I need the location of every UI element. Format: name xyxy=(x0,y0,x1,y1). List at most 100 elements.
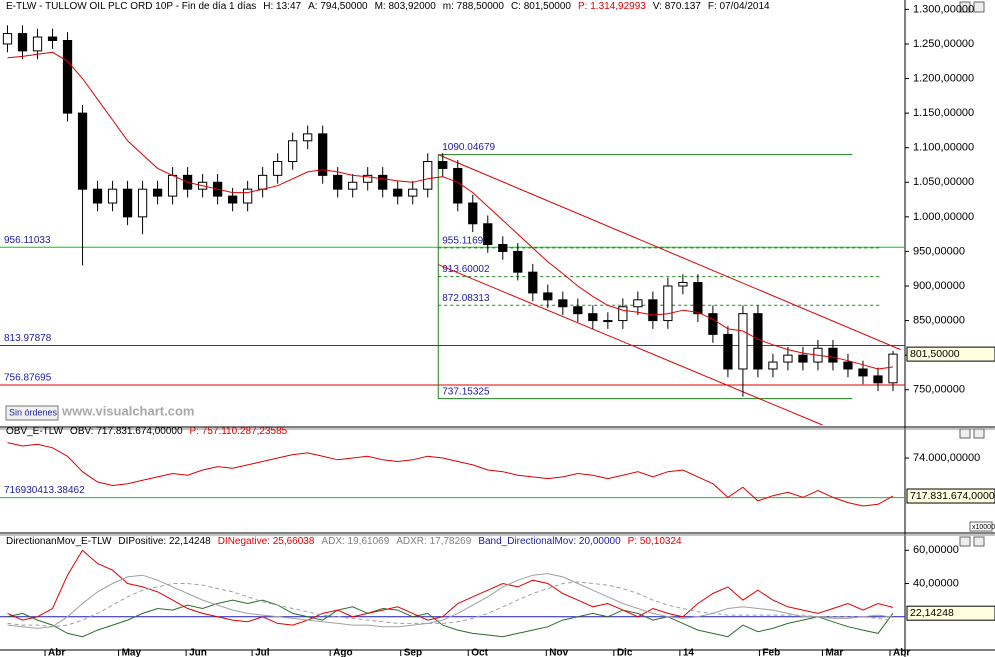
level-label: 716930413.38462 xyxy=(4,485,85,496)
header-item: P: 50,10324 xyxy=(628,536,682,547)
last-value-label: 801,50000 xyxy=(910,348,960,360)
header-item: V: 870.137 xyxy=(653,1,701,12)
x-tick-label: Nov xyxy=(549,648,568,657)
y-tick-label: 850,00000 xyxy=(913,314,965,326)
candle-body xyxy=(438,161,448,169)
header-item: OBV: 717.831.674,00000 xyxy=(70,426,183,437)
header-item: ADX: 19,61069 xyxy=(321,536,389,547)
y-tick-label: 1.050,00000 xyxy=(913,176,974,188)
candle-body xyxy=(468,202,478,225)
header-item: H: 13:47 xyxy=(263,1,301,12)
candle-body xyxy=(723,333,733,370)
series-line xyxy=(7,581,894,628)
x-tick-label: May xyxy=(122,648,142,657)
candle-body xyxy=(543,292,553,301)
y-tick-label: 40,00000 xyxy=(913,577,959,589)
panel-button[interactable] xyxy=(973,536,985,547)
candle-body xyxy=(167,174,178,197)
x-tick-label: Ago xyxy=(333,648,352,657)
header-item: P: 757.110.287,23585 xyxy=(190,426,288,437)
level-label: 756.87695 xyxy=(4,373,52,384)
candle-body xyxy=(137,188,148,218)
level-label: 872.08313 xyxy=(442,293,490,304)
candle-body xyxy=(62,40,73,114)
candle-body xyxy=(573,306,583,315)
candle-body xyxy=(843,361,853,370)
candle-body xyxy=(768,361,778,370)
x-tick-label: Abr xyxy=(48,648,65,657)
last-value-box xyxy=(906,605,995,621)
candle-body xyxy=(152,188,163,197)
panel-button[interactable] xyxy=(973,428,985,439)
series-line xyxy=(7,549,894,626)
candle-body xyxy=(17,33,28,52)
x-tick-label: 14 xyxy=(683,648,695,657)
candle-body xyxy=(528,271,538,294)
x-tick-label: Mar xyxy=(825,648,843,657)
candle-body xyxy=(648,299,658,322)
candle-body xyxy=(858,368,868,377)
level-label: 955.11690 xyxy=(442,236,489,247)
candle-body xyxy=(483,223,493,246)
level-label: 956.11033 xyxy=(4,235,51,246)
level-label: 737.15325 xyxy=(442,386,490,397)
candle-body xyxy=(888,353,898,384)
y-tick-label: 950,00000 xyxy=(913,245,965,257)
candle-body xyxy=(678,282,688,287)
x-tick-label: Oct xyxy=(471,648,488,657)
candle-body xyxy=(92,188,103,204)
header-item: F: 07/04/2014 xyxy=(708,1,770,12)
candle-body xyxy=(393,188,403,197)
x-tick-label: Jul xyxy=(255,648,270,657)
series-line xyxy=(7,573,894,629)
y-tick-label: 1.000,00000 xyxy=(913,211,974,223)
panel-button[interactable] xyxy=(959,428,971,439)
y-tick-label: 1.200,00000 xyxy=(913,72,974,84)
panel-button[interactable] xyxy=(959,536,971,547)
candle-body xyxy=(348,181,358,190)
candle-body xyxy=(453,167,463,204)
candle-body xyxy=(798,354,808,363)
header-item: Band_DirectionalMov: 20,00000 xyxy=(478,536,621,547)
header-item: DirectionanMov_E-TLW xyxy=(6,536,112,547)
x-tick-label: Sep xyxy=(404,648,422,657)
candle-body xyxy=(603,320,613,323)
candle-body xyxy=(513,250,523,273)
candle-body xyxy=(753,313,763,370)
y-tick-label: 750,00000 xyxy=(913,384,965,396)
panel-header: DirectionanMov_E-TLW DIPositive: 22,14248… xyxy=(6,536,682,547)
candle-body xyxy=(498,244,508,252)
level-label: 1090.04679 xyxy=(442,142,495,153)
candle-body xyxy=(783,354,793,363)
header-item: OBV_E-TLW xyxy=(6,426,64,437)
x-tick-label: Jun xyxy=(189,648,207,657)
y-tick-label: 1.150,00000 xyxy=(913,107,974,119)
candle-body xyxy=(243,188,253,204)
header-item: C: 801,50000 xyxy=(511,1,571,12)
last-value-box xyxy=(906,346,995,362)
window-buttons xyxy=(959,1,985,547)
trend-line xyxy=(438,154,901,351)
candle-body xyxy=(873,375,883,384)
y-tick-label: 74.000,00000 xyxy=(913,452,980,464)
candle-body xyxy=(693,282,703,315)
orders-button-label[interactable]: Sin órdenes xyxy=(9,407,58,417)
watermark: www.visualchart.com xyxy=(61,403,194,418)
last-value-label: 22,14248 xyxy=(910,607,954,619)
y-tick-label: 1.100,00000 xyxy=(913,142,974,154)
candle-body xyxy=(588,313,598,322)
candle-body xyxy=(618,306,628,322)
header-item: ADXR: 17,78269 xyxy=(396,536,471,547)
candle-body xyxy=(828,347,838,363)
candle-body xyxy=(273,161,283,176)
candle-body xyxy=(122,188,133,218)
x-tick-label: Abr xyxy=(893,648,910,657)
panel-button[interactable] xyxy=(973,1,985,13)
x-tick-label: Dic xyxy=(617,648,633,657)
candle-body xyxy=(288,140,298,163)
trend-line xyxy=(438,264,823,426)
candle-body xyxy=(228,195,238,204)
header-item: E-TLW - TULLOW OIL PLC ORD 10P - Fin de … xyxy=(6,1,256,12)
candle-body xyxy=(303,133,313,142)
panel-button[interactable] xyxy=(959,1,971,13)
